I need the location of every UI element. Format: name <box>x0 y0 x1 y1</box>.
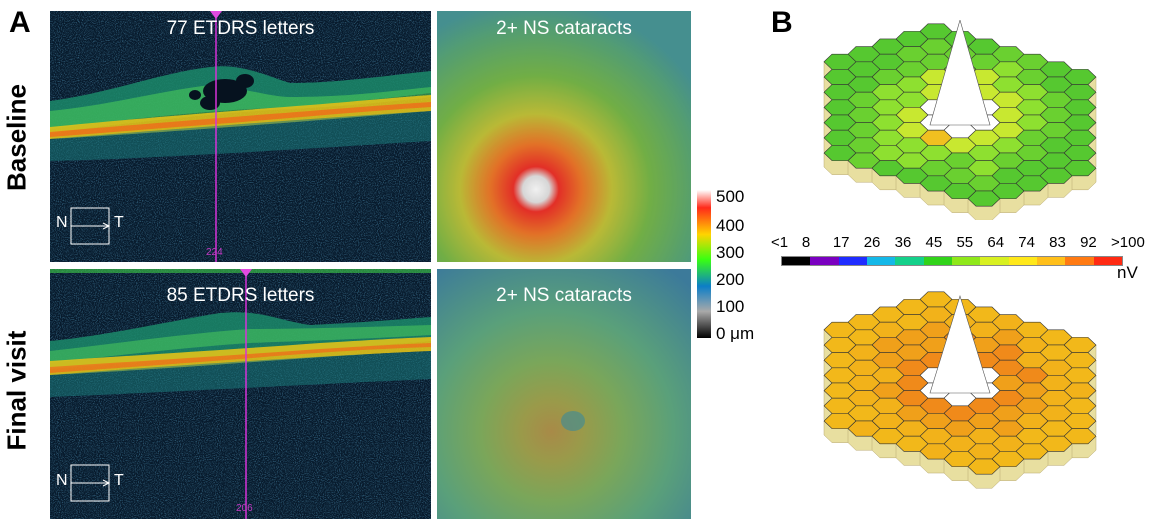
scan-marker-icon <box>240 269 252 277</box>
mferg-tick: 26 <box>863 234 881 251</box>
panel-label-b: B <box>771 6 793 39</box>
mferg-tick: 55 <box>956 234 974 251</box>
thickness-tick: 400 <box>716 216 745 235</box>
hexagon <box>967 458 1001 475</box>
panel-label-a: A <box>9 6 31 39</box>
mferg-tick: 17 <box>832 234 850 251</box>
oct-scan-final: 85 ETDRS letters N T 206 <box>50 269 431 519</box>
scan-number: 206 <box>236 503 253 514</box>
thickness-tick: 300 <box>716 243 745 262</box>
oct-scan-baseline: 77 ETDRS letters N T 224 <box>50 11 431 262</box>
map-caption-final: 2+ NS cataracts <box>496 285 632 306</box>
mferg-plot-baseline <box>790 20 1130 220</box>
oct-caption-final: 85 ETDRS letters <box>166 285 315 306</box>
nasal-label: N <box>56 472 68 489</box>
mferg-unit: nV <box>1117 263 1138 282</box>
scan-marker-icon <box>210 11 222 19</box>
oct-caption-baseline: 77 ETDRS letters <box>166 18 315 39</box>
thickness-tick: 0 μm <box>716 324 755 343</box>
mferg-tick: <1 <box>771 234 789 251</box>
thickness-map-final: 2+ NS cataracts <box>437 269 691 519</box>
mferg-tick: 45 <box>925 234 943 251</box>
mferg-tick: 92 <box>1080 234 1097 251</box>
map-caption-baseline: 2+ NS cataracts <box>496 18 632 39</box>
hexagon <box>967 190 1001 207</box>
mferg-tick: >100 <box>1111 234 1145 251</box>
row-label-baseline: Baseline <box>1 84 32 191</box>
nasal-label: N <box>56 214 68 231</box>
mferg-tick: 74 <box>1018 234 1035 251</box>
mferg-tick: 8 <box>801 234 811 251</box>
mferg-color-bar <box>781 256 1123 266</box>
thickness-color-bar <box>697 190 711 338</box>
mferg-tick: 64 <box>987 234 1005 251</box>
thickness-tick: 500 <box>716 187 745 206</box>
foveal-peak <box>929 294 991 394</box>
temporal-label: T <box>114 214 124 231</box>
thickness-map-baseline: 2+ NS cataracts <box>437 11 691 262</box>
mferg-tick: 83 <box>1049 234 1066 251</box>
row-label-final-visit: Final visit <box>1 330 32 451</box>
foveal-peak <box>929 20 991 126</box>
thickness-tick: 100 <box>716 297 745 316</box>
mferg-plot-final <box>790 288 1130 508</box>
thickness-tick: 200 <box>716 270 745 289</box>
mferg-tick: 36 <box>894 234 912 251</box>
scan-number: 224 <box>206 247 223 258</box>
temporal-label: T <box>114 472 124 489</box>
